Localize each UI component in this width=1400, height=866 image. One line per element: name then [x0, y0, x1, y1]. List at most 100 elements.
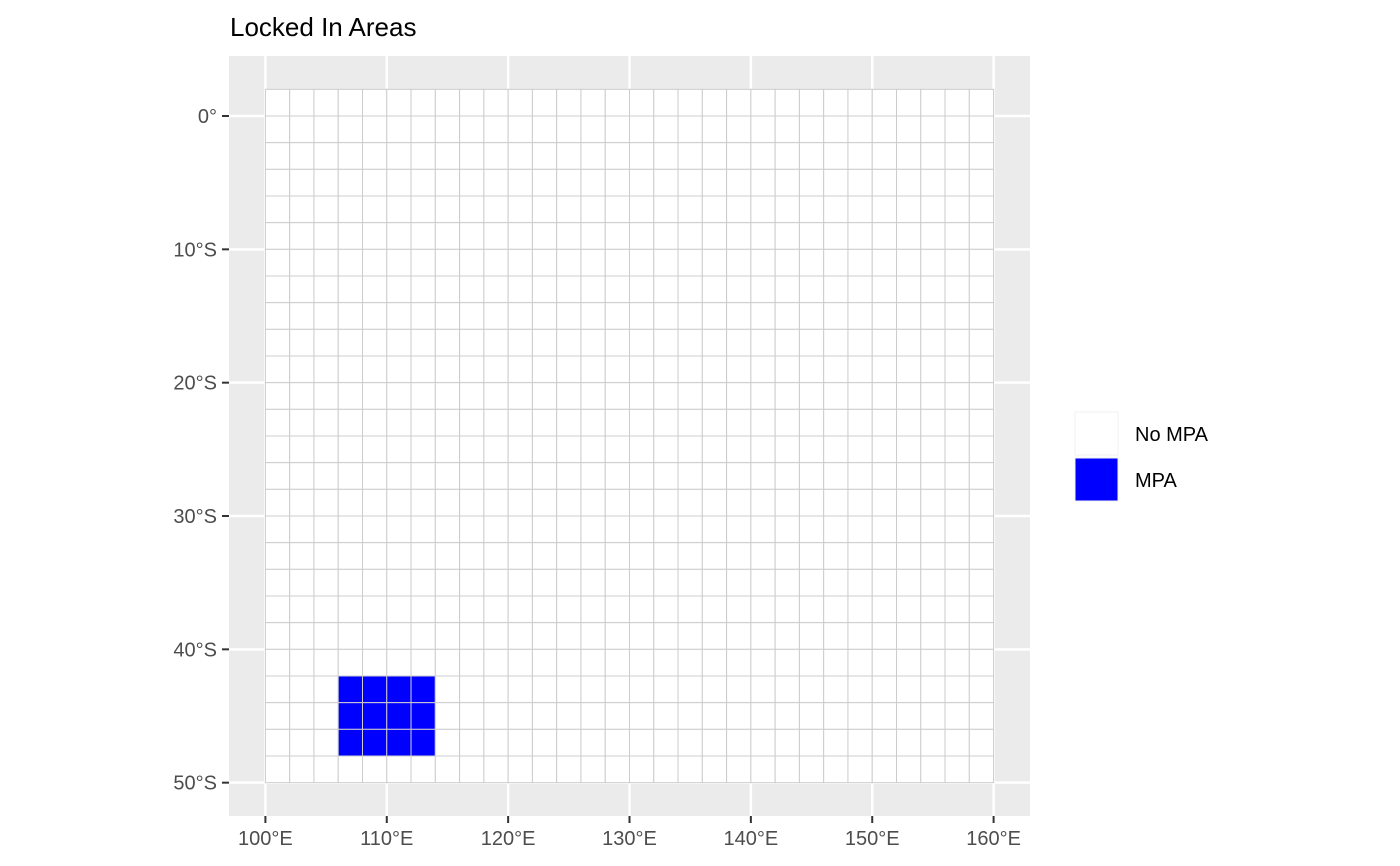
cell-no-mpa — [483, 328, 509, 357]
cell-no-mpa — [483, 515, 509, 544]
cell-no-mpa — [507, 222, 533, 250]
cell-no-mpa — [459, 328, 485, 357]
cell-no-mpa — [750, 382, 776, 410]
cell-no-mpa — [289, 302, 315, 330]
cell-no-mpa — [726, 88, 752, 117]
cell-no-mpa — [726, 568, 752, 597]
cell-no-mpa — [944, 462, 970, 490]
cell-no-mpa — [968, 435, 995, 464]
cell-no-mpa — [556, 728, 582, 757]
cell-no-mpa — [920, 542, 946, 570]
cell-no-mpa — [264, 755, 291, 784]
cell-no-mpa — [750, 408, 776, 437]
cell-no-mpa — [313, 408, 339, 437]
cell-no-mpa — [434, 595, 461, 624]
cell-no-mpa — [459, 195, 485, 224]
cell-no-mpa — [847, 542, 873, 570]
y-tick-label: 0° — [198, 106, 217, 128]
cell-no-mpa — [264, 88, 291, 117]
cell-no-mpa — [507, 168, 533, 197]
cell-no-mpa — [677, 222, 703, 250]
cell-no-mpa — [798, 755, 825, 784]
cell-no-mpa — [798, 275, 825, 304]
cell-no-mpa — [653, 115, 679, 144]
cell-no-mpa — [410, 142, 436, 170]
cell-no-mpa — [920, 142, 946, 170]
cell-no-mpa — [847, 355, 873, 384]
cell-no-mpa — [337, 382, 363, 410]
cell-no-mpa — [726, 622, 752, 650]
cell-no-mpa — [920, 195, 946, 224]
cell-no-mpa — [823, 648, 849, 677]
cell-no-mpa — [968, 515, 995, 544]
cell-no-mpa — [968, 115, 995, 144]
cell-no-mpa — [750, 515, 776, 544]
cell-no-mpa — [774, 382, 800, 410]
cell-no-mpa — [968, 568, 995, 597]
cell-no-mpa — [264, 488, 291, 517]
cell-no-mpa — [580, 648, 606, 677]
cell-no-mpa — [798, 328, 825, 357]
cell-no-mpa — [968, 355, 995, 384]
cell-no-mpa — [434, 222, 461, 250]
cell-no-mpa — [531, 88, 558, 117]
cell-no-mpa — [531, 222, 558, 250]
cell-no-mpa — [968, 622, 995, 650]
cell-no-mpa — [531, 195, 558, 224]
y-tick-label: 40°S — [173, 639, 217, 661]
cell-no-mpa — [483, 462, 509, 490]
cell-no-mpa — [264, 675, 291, 704]
cell-no-mpa — [604, 515, 631, 544]
cell-no-mpa — [677, 488, 703, 517]
cell-no-mpa — [920, 488, 946, 517]
cell-no-mpa — [944, 595, 970, 624]
cell-no-mpa — [968, 488, 995, 517]
cell-no-mpa — [531, 622, 558, 650]
cell-no-mpa — [653, 755, 679, 784]
cell-no-mpa — [847, 302, 873, 330]
cell-no-mpa — [507, 195, 533, 224]
cell-no-mpa — [556, 515, 582, 544]
cell-no-mpa — [677, 168, 703, 197]
y-axis: 0° 10°S 20°S 30°S 40°S 50°S — [173, 106, 229, 795]
cell-no-mpa — [944, 542, 970, 570]
cell-no-mpa — [313, 515, 339, 544]
cell-no-mpa — [701, 542, 728, 570]
cell-no-mpa — [264, 622, 291, 650]
cell-no-mpa — [313, 328, 339, 357]
cell-no-mpa — [896, 355, 922, 384]
cell-no-mpa — [847, 595, 873, 624]
cell-no-mpa — [580, 435, 606, 464]
cell-no-mpa — [434, 408, 461, 437]
cell-no-mpa — [604, 728, 631, 757]
cell-no-mpa — [434, 622, 461, 650]
x-axis: 100°E 110°E 120°E 130°E 140°E 150°E 160°E — [238, 816, 1021, 850]
cell-no-mpa — [337, 648, 363, 677]
cell-no-mpa — [653, 248, 679, 277]
cell-no-mpa — [871, 222, 898, 250]
cell-no-mpa — [847, 142, 873, 170]
cell-no-mpa — [459, 435, 485, 464]
cell-no-mpa — [604, 115, 631, 144]
cell-no-mpa — [483, 115, 509, 144]
cell-no-mpa — [556, 248, 582, 277]
cell-no-mpa — [337, 755, 363, 784]
cell-no-mpa — [604, 568, 631, 597]
x-tick-label: 110°E — [360, 828, 413, 850]
cell-no-mpa — [629, 248, 655, 277]
cell-no-mpa — [556, 222, 582, 250]
cell-no-mpa — [653, 702, 679, 730]
cell-no-mpa — [847, 408, 873, 437]
cell-no-mpa — [653, 622, 679, 650]
cell-no-mpa — [531, 302, 558, 330]
cell-no-mpa — [337, 568, 363, 597]
cell-no-mpa — [726, 168, 752, 197]
cell-no-mpa — [362, 142, 388, 170]
cell-no-mpa — [483, 408, 509, 437]
cell-no-mpa — [410, 755, 436, 784]
cell-no-mpa — [968, 382, 995, 410]
cell-no-mpa — [798, 595, 825, 624]
cell-no-mpa — [459, 648, 485, 677]
cell-no-mpa — [944, 515, 970, 544]
cell-no-mpa — [677, 542, 703, 570]
